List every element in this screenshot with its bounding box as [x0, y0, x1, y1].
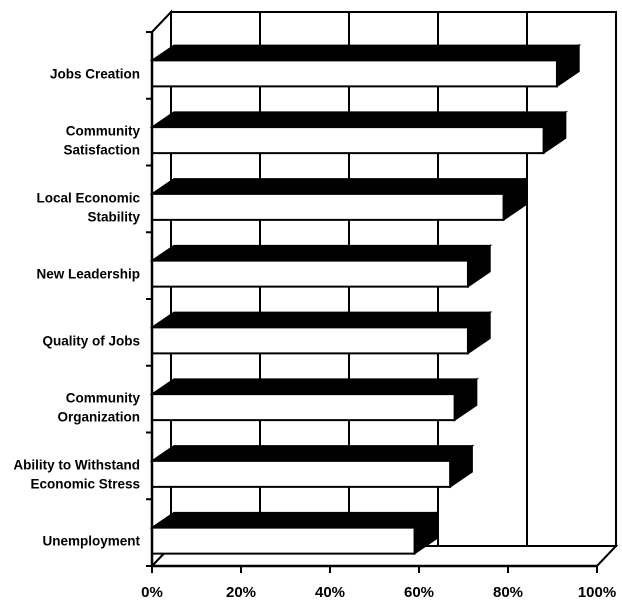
bar: [151, 526, 416, 555]
bars-group: [149, 43, 582, 556]
category-label: Community: [66, 124, 141, 139]
bar-top-face: [149, 311, 493, 329]
category-label: Satisfaction: [63, 143, 140, 158]
category-label: Economic Stress: [30, 476, 140, 491]
category-label: Quality of Jobs: [42, 333, 140, 348]
category-label: New Leadership: [36, 267, 140, 282]
bar: [151, 459, 452, 488]
bar: [151, 259, 469, 288]
category-label: Stability: [87, 209, 140, 224]
bar-top-face: [149, 511, 439, 529]
x-tick-label: 0%: [141, 584, 163, 601]
bar-top-face: [149, 44, 582, 62]
category-label: Unemployment: [42, 534, 140, 549]
bar: [151, 59, 558, 88]
x-tick-label: 20%: [226, 584, 256, 601]
bar: [151, 126, 545, 155]
x-tick-label: 100%: [578, 584, 616, 601]
bar: [151, 192, 505, 221]
chart-axes: [146, 31, 598, 573]
bar-top-face: [149, 244, 493, 262]
x-tick-label: 60%: [404, 584, 434, 601]
bar-top-face: [149, 178, 528, 195]
bar-top-face: [149, 445, 475, 462]
category-label: Ability to Withstand: [13, 457, 140, 472]
category-label: Organization: [57, 410, 140, 425]
labels-group: 0% 20% 40% 60% 80% 100% Jobs Creation Community…: [13, 66, 616, 601]
bar-top-face: [149, 378, 480, 395]
bar: [151, 326, 469, 355]
x-tick-label: 40%: [315, 584, 345, 601]
category-label: Jobs Creation: [50, 66, 140, 81]
category-label: Community: [66, 391, 141, 406]
bar: [151, 393, 456, 422]
bar-top-face: [149, 111, 569, 128]
category-label: Local Economic: [36, 190, 140, 205]
x-tick-label: 80%: [493, 584, 523, 601]
